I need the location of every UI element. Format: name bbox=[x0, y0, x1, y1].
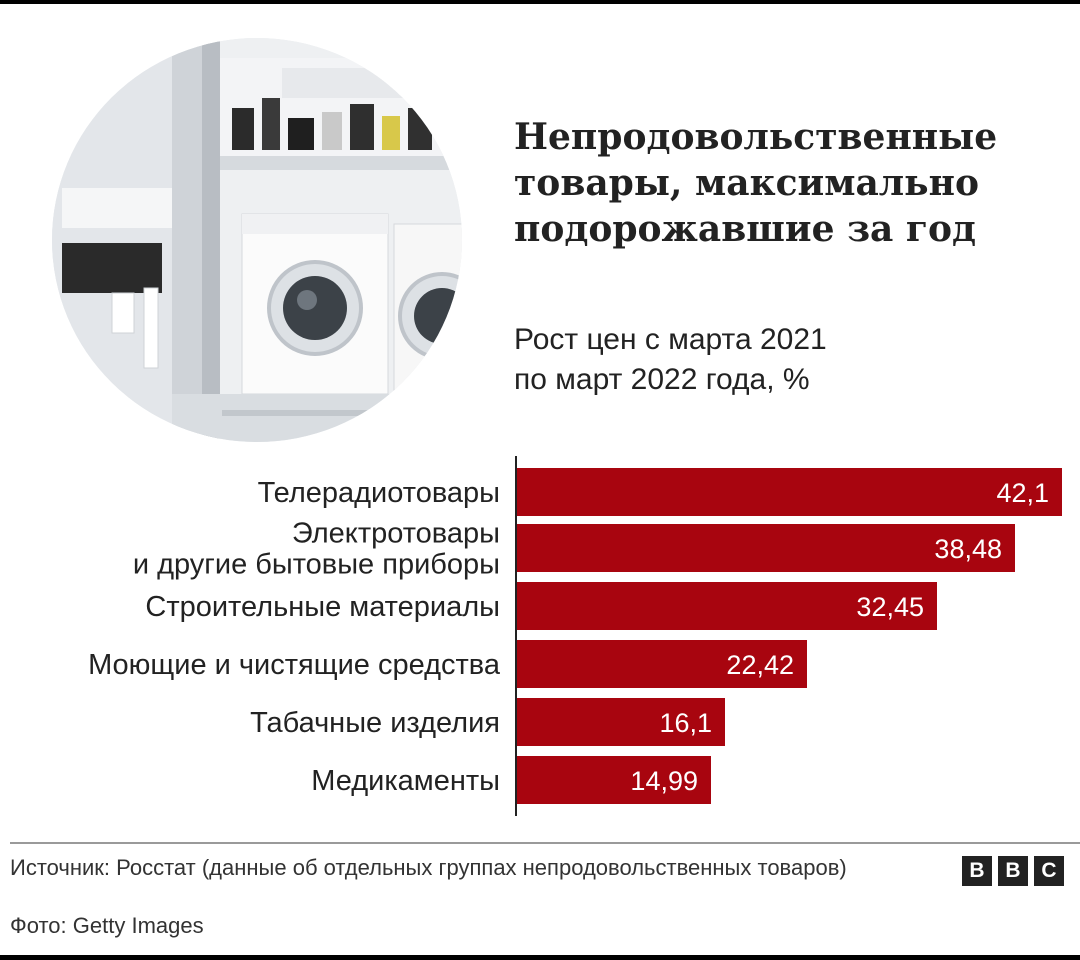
category-label: и другие бытовые приборы bbox=[133, 549, 500, 581]
bbc-logo-letter: C bbox=[1034, 856, 1064, 886]
photo-credit: Фото: Getty Images bbox=[10, 913, 204, 938]
footer-divider bbox=[10, 842, 1080, 844]
category-label: Строительные материалы bbox=[145, 591, 500, 623]
category-label: Медикаменты bbox=[311, 765, 500, 797]
category-label: Моющие и чистящие средства bbox=[88, 649, 501, 681]
bar bbox=[517, 756, 711, 804]
category-label: Табачные изделия bbox=[250, 707, 500, 739]
chart-subtitle: Рост цен с марта 2021 по март 2022 года,… bbox=[514, 323, 827, 396]
bar bbox=[517, 698, 725, 746]
bbc-logo-letter: B bbox=[998, 856, 1028, 886]
bar-value-label: 38,48 bbox=[934, 534, 1002, 564]
bar-chart: 42,1 Телерадиотовары 38,48 Электротовары и д… bbox=[0, 450, 1080, 820]
category-label: Телерадиотовары bbox=[258, 477, 500, 509]
bar-value-label: 32,45 bbox=[856, 592, 924, 622]
appliance-store-photo bbox=[52, 38, 462, 442]
bbc-logo: B B C bbox=[962, 856, 1064, 886]
bar bbox=[517, 640, 807, 688]
bar-value-label: 42,1 bbox=[996, 478, 1049, 508]
chart-title: Непродовольственные товары, максимально … bbox=[514, 116, 998, 250]
bar-value-label: 22,42 bbox=[726, 650, 794, 680]
category-label: Электротовары bbox=[292, 518, 500, 550]
bar bbox=[517, 468, 1062, 516]
bar bbox=[517, 524, 1015, 572]
infographic: Непродовольственные товары, максимально … bbox=[0, 4, 1080, 955]
source-note: Источник: Росстат (данные об отдельных г… bbox=[10, 855, 847, 880]
bbc-logo-letter: B bbox=[962, 856, 992, 886]
bar-value-label: 16,1 bbox=[659, 708, 712, 738]
bar bbox=[517, 582, 937, 630]
bar-value-label: 14,99 bbox=[630, 766, 698, 796]
